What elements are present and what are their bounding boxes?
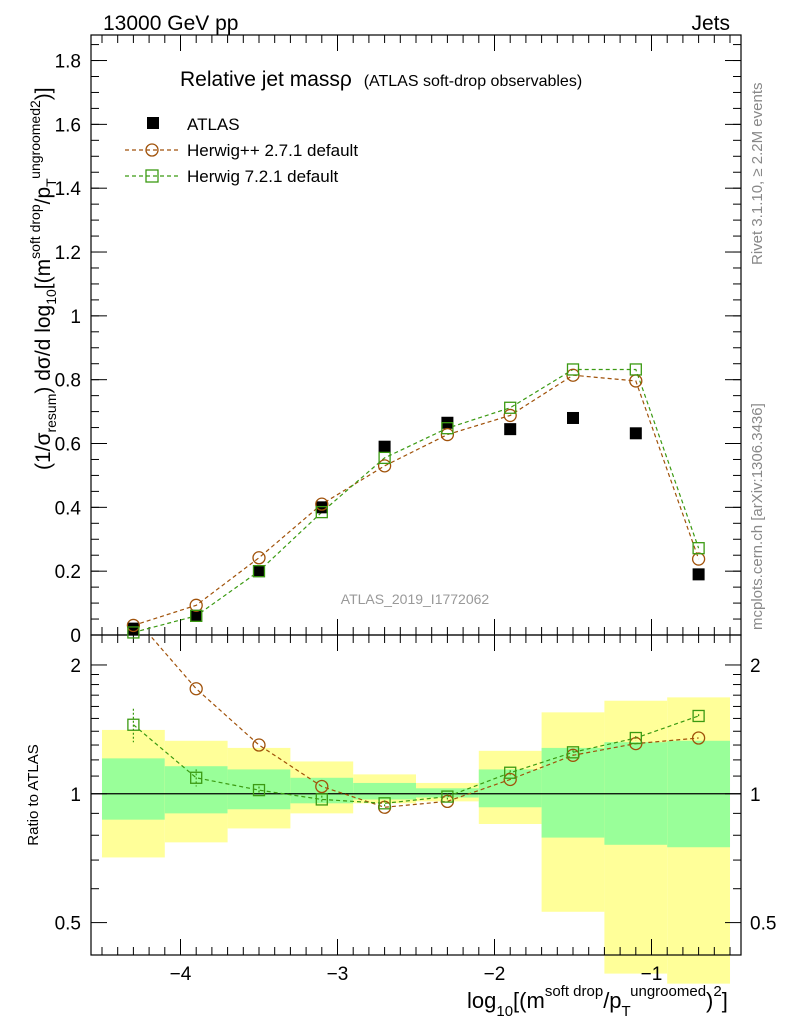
xtick-label-2: −2 xyxy=(484,964,506,985)
atlas-point-6 xyxy=(504,423,517,436)
legend-label-herwigpp: Herwig++ 2.7.1 default xyxy=(187,141,358,160)
band-inner-7 xyxy=(541,747,605,838)
ratio-herwig7-point-6 xyxy=(504,766,517,779)
atlas-point-8 xyxy=(629,427,642,440)
ratio-ytick-label-left-2: 2 xyxy=(70,656,81,677)
xtick-label-3: −1 xyxy=(641,964,663,985)
main-ytick-label-4: 0.8 xyxy=(55,371,81,392)
plot-title: Relative jet massρ (ATLAS soft-drop obse… xyxy=(180,68,582,91)
ratio-uncertainty-bands xyxy=(101,697,731,984)
ratio-line-herwigpp xyxy=(148,635,699,808)
herwig7-point-7 xyxy=(566,363,580,376)
atlas-point-7 xyxy=(567,411,580,424)
x-axis-ticks: −4 −3 −2 −1 xyxy=(101,35,731,985)
ratio-herwigpp-point-2 xyxy=(252,738,266,752)
atlas-point-4 xyxy=(378,440,391,453)
mcplots-label: mcplots.cern.ch [arXiv:1306.3436] xyxy=(749,403,766,630)
main-ytick-label-1: 0.2 xyxy=(55,562,81,583)
herwigpp-point-2 xyxy=(252,551,266,565)
band-inner-3 xyxy=(290,777,354,804)
legend-label-herwig7: Herwig 7.2.1 default xyxy=(187,167,338,186)
ratio-herwig7-point-4 xyxy=(378,797,391,810)
herwigpp-point-1 xyxy=(189,598,203,612)
herwig7-point-5 xyxy=(441,422,454,435)
herwig7-point-9 xyxy=(692,542,705,555)
main-ytick-label-3: 0.6 xyxy=(55,435,81,456)
herwig7-point-6 xyxy=(504,401,517,414)
main-ytick-label-5: 1 xyxy=(70,307,81,328)
band-inner-1 xyxy=(164,766,228,814)
ratio-herwigpp-point-9 xyxy=(691,731,706,745)
atlas-point-2 xyxy=(252,565,265,578)
herwigpp-point-6 xyxy=(503,408,517,423)
herwig7-point-4 xyxy=(378,451,391,465)
ratio-herwig7-point-5 xyxy=(441,790,454,803)
main-line-herwig7 xyxy=(133,368,700,634)
main-line-herwigpp xyxy=(133,374,700,626)
legend-marker-herwigpp xyxy=(145,143,159,157)
ratio-ytick-label-right-2: 2 xyxy=(750,656,761,677)
atlas-point-9 xyxy=(692,568,705,581)
band-inner-4 xyxy=(353,782,416,800)
band-inner-0 xyxy=(101,758,165,820)
ratio-herwig7-point-9 xyxy=(692,709,705,723)
header-process: Jets xyxy=(691,12,730,35)
header-energy: 13000 GeV pp xyxy=(103,12,238,35)
ratio-herwigpp-point-1 xyxy=(189,682,203,696)
ratio-herwigpp-point-3 xyxy=(315,779,329,794)
herwig7-point-0 xyxy=(127,626,140,639)
rivet-label: Rivet 3.1.10, ≥ 2.2M events xyxy=(749,83,766,266)
legend: ATLAS Herwig++ 2.7.1 default Herwig 7.2.… xyxy=(125,115,358,186)
herwigpp-point-0 xyxy=(126,618,141,633)
herwigpp-point-3 xyxy=(315,497,329,511)
y-axis-label-ratio: Ratio to ATLAS xyxy=(25,744,42,845)
atlas-point-3 xyxy=(315,501,328,514)
ratio-ytick-label-right-1: 1 xyxy=(750,785,761,806)
ratio-herwig7-point-3 xyxy=(315,793,328,806)
ratio-herwigpp-point-6 xyxy=(503,772,517,787)
ratio-ytick-label-left-1: 1 xyxy=(70,785,81,806)
xtick-label-0: −4 xyxy=(170,964,192,985)
legend-marker-atlas xyxy=(147,117,159,129)
ratio-herwig7-point-1 xyxy=(190,771,203,784)
main-axis-ticks: 0 0.2 0.4 0.6 0.8 1 1.2 1.4 1.6 1.8 xyxy=(55,44,741,647)
main-ytick-label-8: 1.6 xyxy=(55,115,81,136)
band-inner-5 xyxy=(416,788,479,798)
ratio-series xyxy=(127,635,706,814)
ratio-herwig7-point-2 xyxy=(252,783,266,797)
ratio-herwig7-point-7 xyxy=(566,746,580,759)
herwigpp-point-5 xyxy=(440,427,455,442)
main-ytick-label-7: 1.4 xyxy=(55,179,82,200)
main-ytick-label-0: 0 xyxy=(70,626,81,647)
atlas-point-1 xyxy=(190,609,203,622)
main-ytick-label-2: 0.4 xyxy=(55,498,82,519)
ratio-line-herwig7 xyxy=(133,715,699,804)
band-inner-2 xyxy=(227,769,291,810)
x-axis-label: log10[(msoft drop/pTungroomed)2] xyxy=(467,983,728,1020)
ratio-herwig7-point-8 xyxy=(629,731,642,745)
ratio-ytick-label-right-0: 0.5 xyxy=(750,914,776,935)
band-inner-6 xyxy=(478,769,542,808)
analysis-watermark: ATLAS_2019_I1772062 xyxy=(341,591,490,607)
ratio-ytick-label-left-0: 0.5 xyxy=(55,914,81,935)
legend-label-atlas: ATLAS xyxy=(187,115,240,134)
herwig7-point-3 xyxy=(315,505,328,519)
y-axis-label-main: (1/σresum) dσ/d log10[(msoft drop/pTungr… xyxy=(27,87,59,470)
xtick-label-1: −3 xyxy=(327,964,349,985)
ratio-herwig7-point-0 xyxy=(127,718,140,731)
atlas-point-0 xyxy=(127,622,140,635)
ratio-axis-ticks: 0.5 0.5 1 1 2 2 xyxy=(55,656,777,935)
main-ytick-label-6: 1.2 xyxy=(55,243,81,264)
main-series xyxy=(126,363,706,639)
herwigpp-point-4 xyxy=(377,459,392,473)
herwig7-point-1 xyxy=(190,609,203,623)
herwig7-point-8 xyxy=(629,363,642,376)
main-ytick-label-9: 1.8 xyxy=(55,52,81,73)
legend-marker-herwig7 xyxy=(145,169,159,183)
herwig7-point-2 xyxy=(252,565,266,578)
